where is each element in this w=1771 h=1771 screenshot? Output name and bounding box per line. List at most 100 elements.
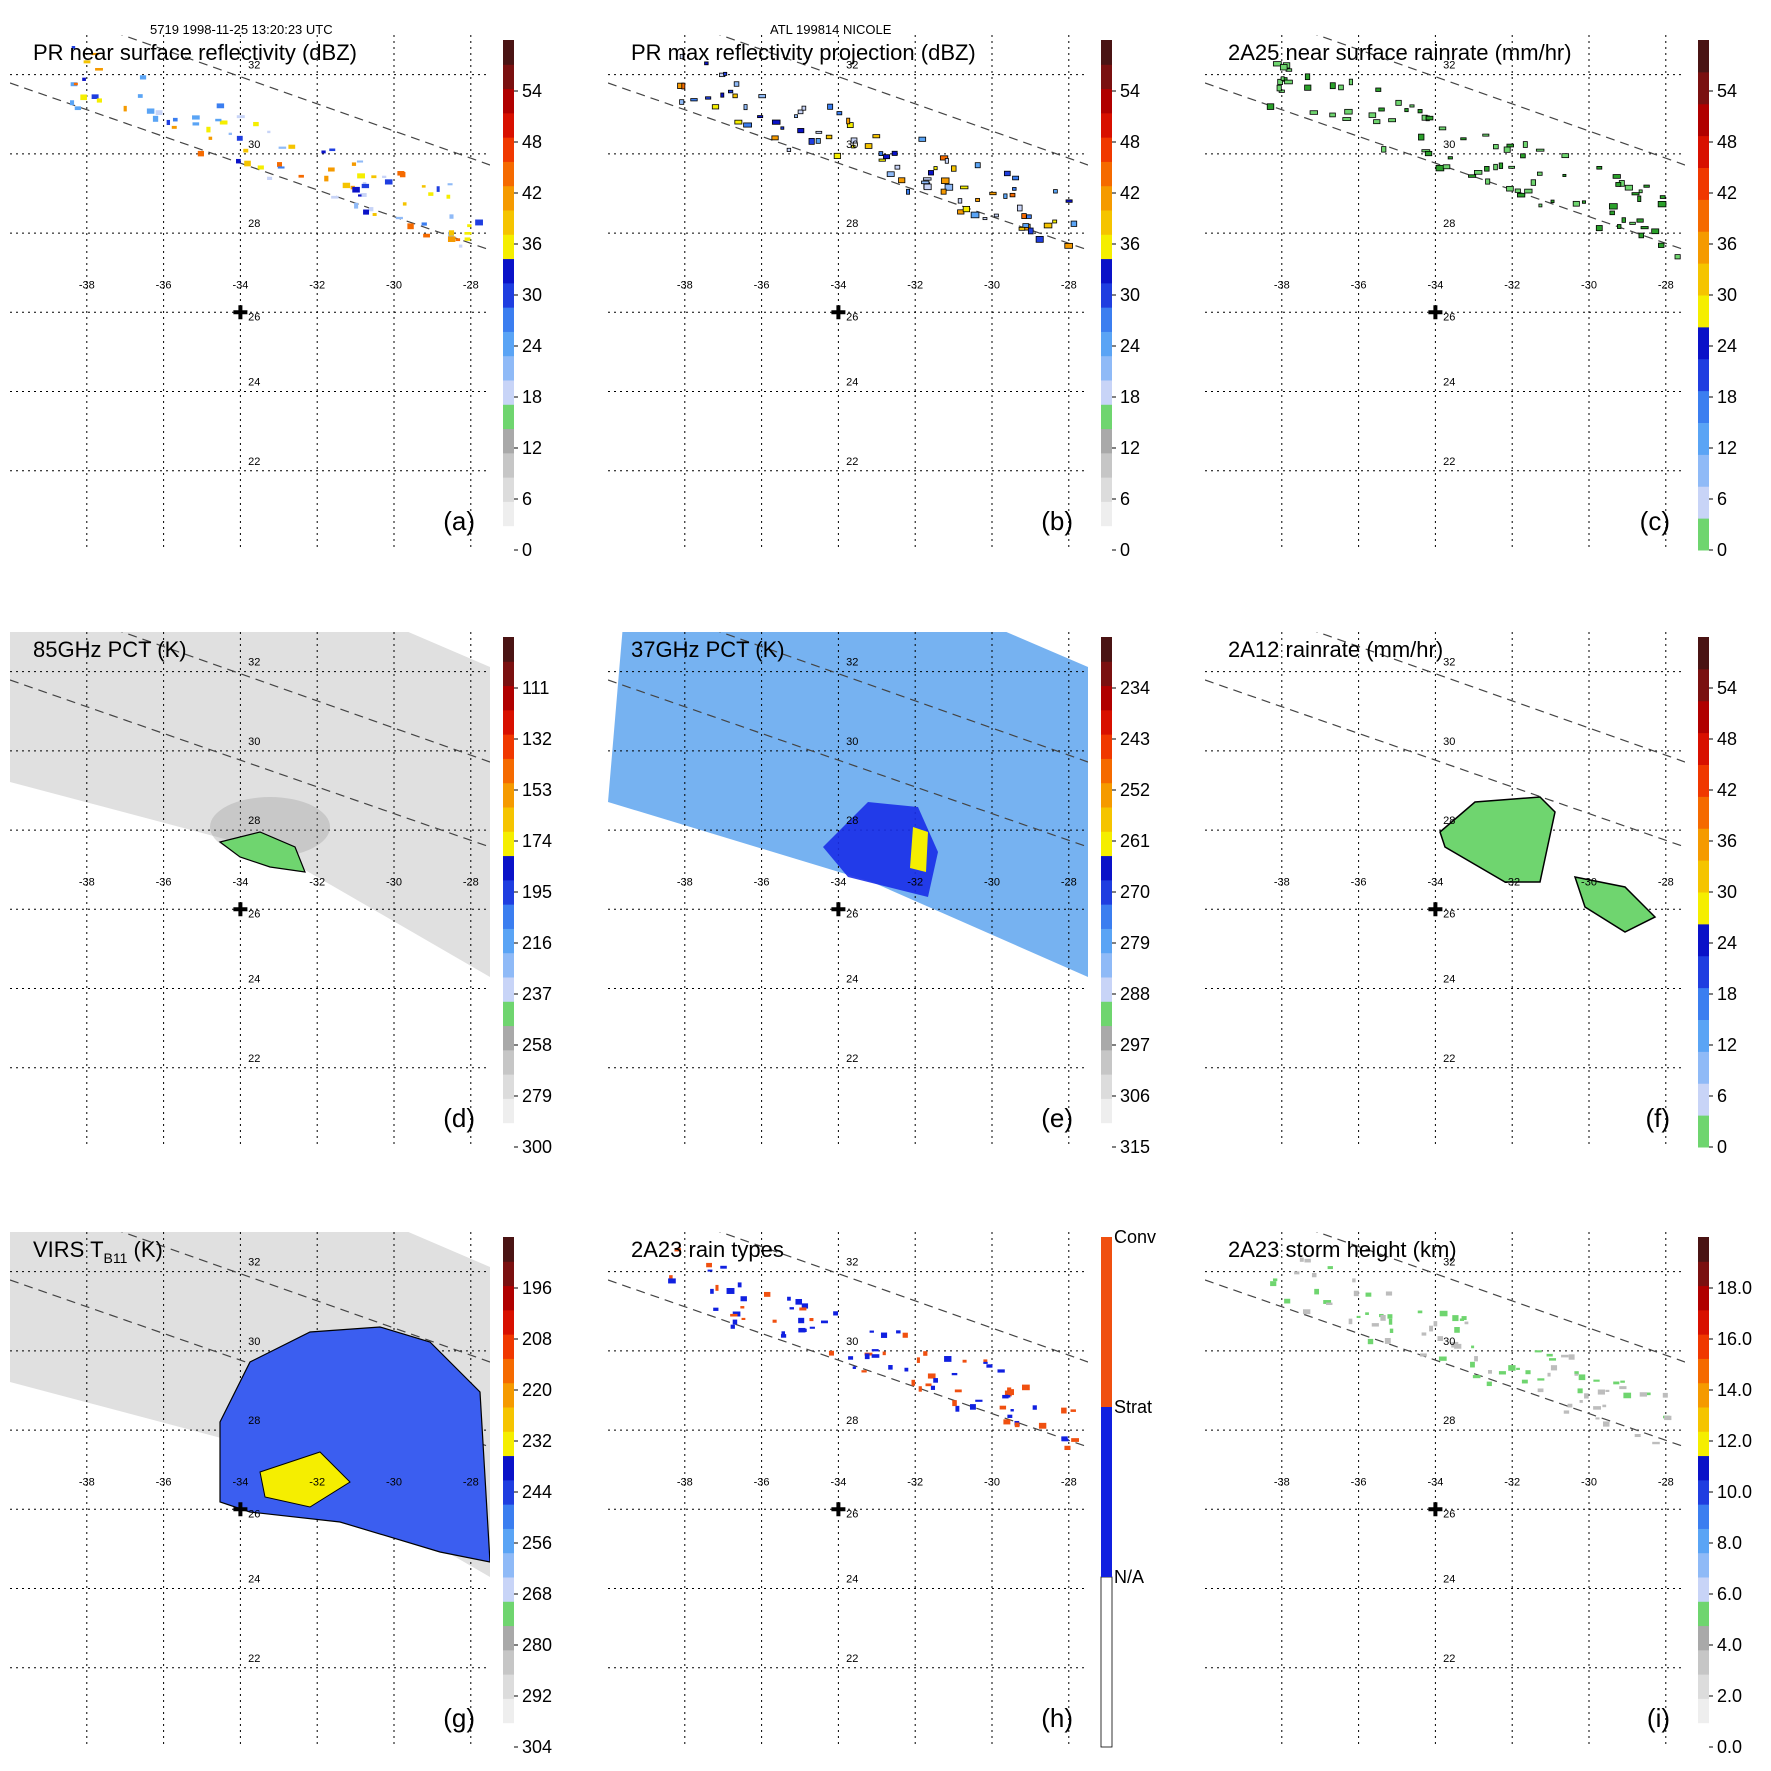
lat-tick-26: 26: [846, 311, 858, 323]
lon-tick--28: -28: [1658, 1477, 1674, 1489]
colorbar-c: 0 6 12 18 24 30 36 42 48 54: [1698, 40, 1737, 560]
strat-swatch: [1101, 1407, 1112, 1577]
rain-pixel: [710, 1288, 714, 1294]
rain-pixel: [848, 1356, 854, 1360]
colorbar-segment: [1698, 700, 1709, 734]
lat-tick-30: 30: [248, 736, 260, 748]
colorbar-segment: [503, 782, 514, 808]
rain-pixel: [1323, 1300, 1332, 1304]
lat-tick-26: 26: [248, 311, 260, 323]
colorbar-segment: [1698, 796, 1709, 829]
rain-area-main: [1439, 796, 1556, 883]
rain-pixel: [73, 82, 78, 86]
colorbar-tick-279: 279: [1120, 933, 1150, 953]
colorbar-segment: [503, 477, 514, 502]
rain-pixel: [828, 1350, 834, 1356]
rain-pixel: [1534, 1350, 1542, 1353]
rain-pixel: [1562, 173, 1567, 177]
colorbar-segment: [503, 1025, 514, 1051]
rain-pixel: [962, 205, 971, 213]
colorbar-tick-270: 270: [1120, 882, 1150, 902]
colorbar-segment: [1698, 167, 1709, 200]
colorbar-segment: [1698, 1334, 1709, 1359]
colorbar-segment: [503, 1577, 514, 1602]
rain-pixel: [1498, 162, 1504, 169]
rain-pixel: [797, 109, 804, 115]
colorbar-tick-8.0: 8.0: [1717, 1533, 1742, 1553]
colorbar-segment: [503, 525, 514, 551]
rain-pixel: [155, 110, 163, 116]
colorbar-segment: [503, 928, 514, 954]
rain-pixel: [1007, 1414, 1013, 1418]
colorbar-segment: [1101, 380, 1112, 405]
rain-pixel: [1368, 112, 1377, 118]
rain-pixel: [455, 238, 461, 242]
rain-field-c: [1266, 61, 1681, 260]
rain-pixel: [882, 1351, 886, 1356]
rain-pixel: [970, 211, 980, 219]
rain-pixel: [1018, 226, 1026, 231]
rain-pixel: [1664, 1415, 1672, 1421]
lat-tick-30: 30: [846, 1336, 858, 1348]
colorbar-segment: [1101, 331, 1112, 357]
panel-i: -38 -36 -34 -32 -30 -28 32 30 28 26 24 22 2A23 storm…: [1205, 1232, 1752, 1757]
rain-pixel: [257, 165, 264, 170]
rain-pixel: [1602, 1404, 1607, 1408]
lat-tick-32: 32: [1443, 60, 1455, 72]
rain-field-e: [823, 802, 938, 897]
rain-pixel: [321, 150, 326, 154]
lon-tick--30: -30: [984, 1477, 1000, 1489]
graticule-a: [10, 35, 490, 550]
lat-tick-28: 28: [846, 1415, 858, 1427]
rain-pixel: [1459, 1318, 1465, 1321]
rain-pixel: [371, 175, 377, 179]
rain-pixel: [1461, 1316, 1467, 1321]
rain-pixel: [1631, 192, 1640, 196]
rain-pixel: [789, 1307, 794, 1310]
rain-pixel: [236, 115, 245, 119]
rain-pixel: [836, 111, 843, 116]
colorbar-tick-153: 153: [522, 780, 552, 800]
rain-pixel: [267, 130, 271, 134]
pr-swath-edge-upper-f: [1205, 679, 1685, 848]
rain-pixel: [743, 122, 752, 128]
lat-tick-30: 30: [1443, 139, 1455, 151]
colorbar-tick-234: 234: [1120, 678, 1150, 698]
rain-pixel: [1353, 1290, 1359, 1297]
rain-pixel: [1651, 228, 1660, 235]
rain-pixel: [1547, 1372, 1551, 1377]
colorbar-segment: [1698, 295, 1709, 328]
colorbar-tick-280: 280: [522, 1635, 552, 1655]
lat-tick-24: 24: [248, 1574, 260, 1586]
lat-tick-24: 24: [846, 1574, 858, 1586]
rain-pixel: [1438, 1356, 1447, 1361]
rain-pixel: [352, 186, 360, 193]
rain-pixel: [743, 104, 748, 111]
rain-pixel: [436, 186, 440, 192]
lat-tick-26: 26: [248, 908, 260, 920]
rain-pixel: [1658, 242, 1665, 248]
rain-pixel: [1605, 1389, 1610, 1392]
colorbar-tick-54: 54: [522, 81, 542, 101]
rain-pixel: [955, 1405, 960, 1412]
colorbar-i: 0.0 2.0 4.0 6.0 8.0 10.0 12.0 14.0 16.0 18.0: [1698, 1237, 1752, 1757]
rain-pixel: [740, 1306, 745, 1309]
colorbar-segment: [503, 1698, 514, 1724]
rain-pixel: [951, 165, 957, 172]
lon-tick--38: -38: [677, 280, 693, 292]
lon-tick--36: -36: [156, 280, 172, 292]
colorbar-segment: [1101, 234, 1112, 260]
rain-pixel: [82, 77, 86, 81]
colorbar-segment: [1698, 1722, 1709, 1748]
rain-field-i: [1268, 1254, 1672, 1445]
rain-pixel: [720, 92, 725, 98]
rain-pixel: [71, 45, 76, 49]
colorbar-tick-208: 208: [522, 1329, 552, 1349]
rain-pixel: [1524, 188, 1533, 194]
rain-pixel: [869, 1330, 874, 1333]
rain-pixel: [730, 1313, 738, 1317]
colorbar-segment: [1698, 1649, 1709, 1675]
rain-pixel: [1356, 1315, 1361, 1319]
colorbar-segment: [1101, 928, 1112, 954]
rain-pixel: [342, 182, 351, 189]
